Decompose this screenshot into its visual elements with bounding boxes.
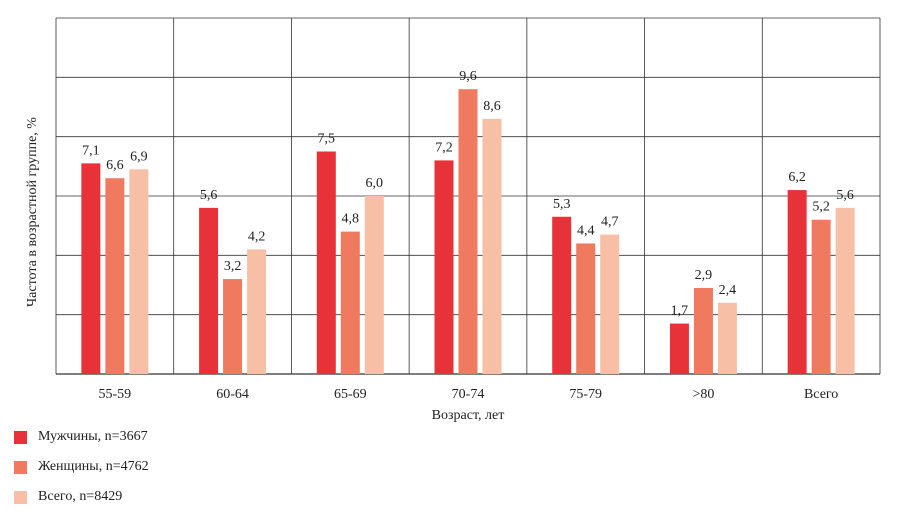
bar-men-0: [81, 163, 101, 374]
legend-swatch-women: [14, 460, 27, 474]
bar-men-4: [552, 216, 572, 374]
x-axis-label: Возраст, лет: [432, 408, 505, 423]
value-label-women-4: 4,4: [577, 223, 595, 238]
bar-men-5: [669, 323, 689, 374]
legend-swatch-men: [14, 430, 27, 444]
value-label-men-5: 1,7: [671, 304, 689, 319]
chart-bars: [81, 89, 855, 374]
value-label-men-0: 7,1: [82, 143, 100, 158]
bar-men-1: [199, 207, 219, 374]
x-tick-label: 55-59: [99, 387, 132, 402]
legend-label-men: Мужчины, n=3667: [38, 429, 148, 444]
legend-item-total: Всего, n=8429: [14, 488, 149, 506]
bar-women-3: [458, 89, 478, 374]
value-label-total-1: 4,2: [248, 229, 266, 244]
value-label-women-5: 2,9: [695, 268, 713, 283]
value-label-women-6: 5,2: [812, 200, 830, 215]
value-label-total-0: 6,9: [130, 149, 148, 164]
value-label-men-1: 5,6: [200, 188, 218, 203]
bar-women-2: [340, 231, 360, 374]
value-label-men-6: 6,2: [788, 170, 806, 185]
bar-total-5: [717, 302, 737, 374]
legend-label-women: Женщины, n=4762: [38, 459, 149, 474]
bar-women-0: [105, 178, 125, 374]
x-tick-label: >80: [692, 387, 714, 402]
bar-women-5: [693, 287, 713, 374]
x-tick-label: 70-74: [452, 387, 485, 402]
value-label-women-0: 6,6: [106, 158, 124, 173]
bar-women-6: [811, 219, 831, 374]
bar-women-4: [576, 243, 596, 374]
value-label-total-4: 4,7: [601, 215, 619, 230]
legend: Мужчины, n=3667 Женщины, n=4762 Всего, n…: [14, 428, 149, 518]
value-labels: 7,1 6,6 6,9 5,6 3,2 4,2 7,5 4,8 6,0 7,2 9,6 8,6 5,3 4…: [82, 69, 854, 318]
bar-men-6: [787, 190, 807, 374]
x-tick-label: Всего: [804, 387, 838, 402]
value-label-total-5: 2,4: [719, 283, 737, 298]
value-label-total-3: 8,6: [483, 99, 501, 114]
legend-swatch-total: [14, 490, 27, 504]
x-tick-label: 75-79: [569, 387, 602, 402]
value-label-women-3: 9,6: [459, 69, 477, 84]
legend-item-men: Мужчины, n=3667: [14, 428, 149, 446]
value-label-women-2: 4,8: [342, 212, 360, 227]
bar-men-2: [316, 151, 336, 374]
legend-item-women: Женщины, n=4762: [14, 458, 149, 476]
bar-total-4: [600, 234, 620, 374]
x-tick-label: 65-69: [334, 387, 367, 402]
bar-men-3: [434, 160, 454, 374]
bar-total-3: [482, 118, 502, 374]
value-label-men-2: 7,5: [318, 132, 336, 147]
value-label-men-3: 7,2: [435, 140, 453, 155]
bar-total-1: [247, 249, 267, 374]
bar-total-2: [364, 196, 384, 374]
value-label-total-2: 6,0: [366, 176, 384, 191]
value-label-total-6: 5,6: [836, 188, 854, 203]
bar-total-6: [835, 207, 855, 374]
y-axis-label: Частота в возрастной группе, %: [25, 117, 40, 307]
legend-label-total: Всего, n=8429: [38, 489, 123, 504]
x-tick-label: 60-64: [216, 387, 249, 402]
bar-total-0: [129, 169, 149, 374]
bar-women-1: [223, 279, 243, 374]
value-label-women-1: 3,2: [224, 259, 242, 274]
x-tick-labels: 55-59 60-64 65-69 70-74 75-79 >80 Всего: [99, 387, 839, 402]
value-label-men-4: 5,3: [553, 197, 571, 212]
